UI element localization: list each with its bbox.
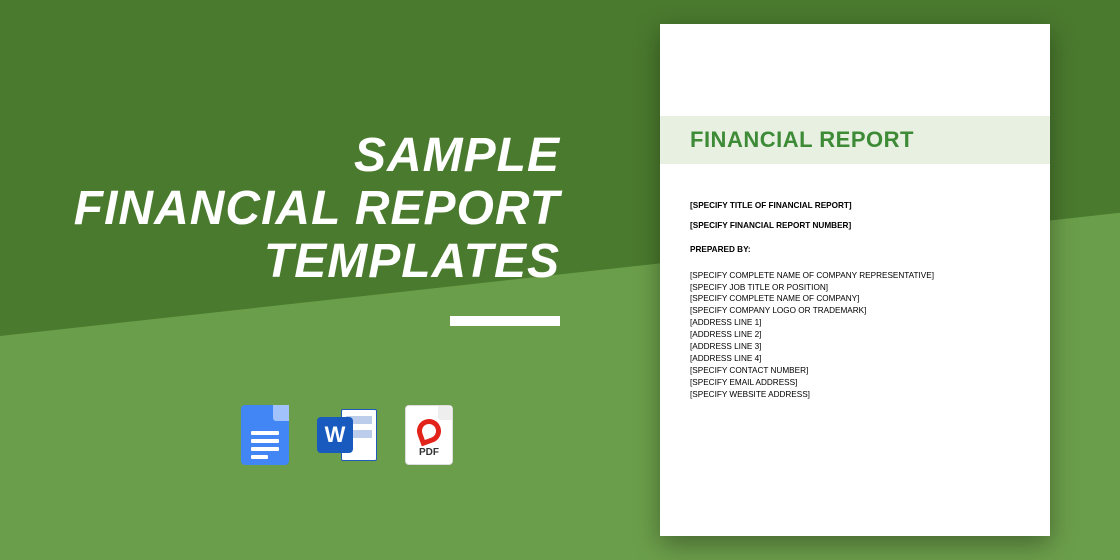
pdf-icon[interactable]: PDF xyxy=(399,405,459,465)
doc-field: [ADDRESS LINE 3] xyxy=(690,341,1020,353)
document-title: FINANCIAL REPORT xyxy=(690,127,914,153)
doc-field: [ADDRESS LINE 2] xyxy=(690,329,1020,341)
doc-field: [SPECIFY COMPLETE NAME OF COMPANY REPRES… xyxy=(690,270,1020,282)
title-underline xyxy=(450,316,560,326)
doc-field: [ADDRESS LINE 1] xyxy=(690,317,1020,329)
format-icons-row: W PDF xyxy=(235,405,459,465)
doc-field: [SPECIFY COMPANY LOGO OR TRADEMARK] xyxy=(690,305,1020,317)
document-body: [SPECIFY TITLE OF FINANCIAL REPORT] [SPE… xyxy=(690,200,1020,400)
doc-field: [SPECIFY WEBSITE ADDRESS] xyxy=(690,389,1020,401)
google-docs-icon[interactable] xyxy=(235,405,295,465)
doc-field: [SPECIFY JOB TITLE OR POSITION] xyxy=(690,282,1020,294)
hero-title: SAMPLE FINANCIAL REPORT TEMPLATES xyxy=(0,130,560,331)
doc-field: [ADDRESS LINE 4] xyxy=(690,353,1020,365)
ms-word-icon[interactable]: W xyxy=(317,405,377,465)
doc-field: [SPECIFY COMPLETE NAME OF COMPANY] xyxy=(690,293,1020,305)
title-line-3: TEMPLATES xyxy=(0,236,560,289)
spec-number-field: [SPECIFY FINANCIAL REPORT NUMBER] xyxy=(690,220,1020,232)
spec-title-field: [SPECIFY TITLE OF FINANCIAL REPORT] xyxy=(690,200,1020,212)
title-line-1: SAMPLE xyxy=(0,130,560,183)
doc-field: [SPECIFY EMAIL ADDRESS] xyxy=(690,377,1020,389)
prepared-by-label: PREPARED BY: xyxy=(690,244,1020,256)
document-preview: FINANCIAL REPORT [SPECIFY TITLE OF FINAN… xyxy=(660,24,1050,536)
field-list: [SPECIFY COMPLETE NAME OF COMPANY REPRES… xyxy=(690,270,1020,401)
doc-field: [SPECIFY CONTACT NUMBER] xyxy=(690,365,1020,377)
document-header-band: FINANCIAL REPORT xyxy=(660,116,1050,164)
title-line-2: FINANCIAL REPORT xyxy=(0,183,560,236)
